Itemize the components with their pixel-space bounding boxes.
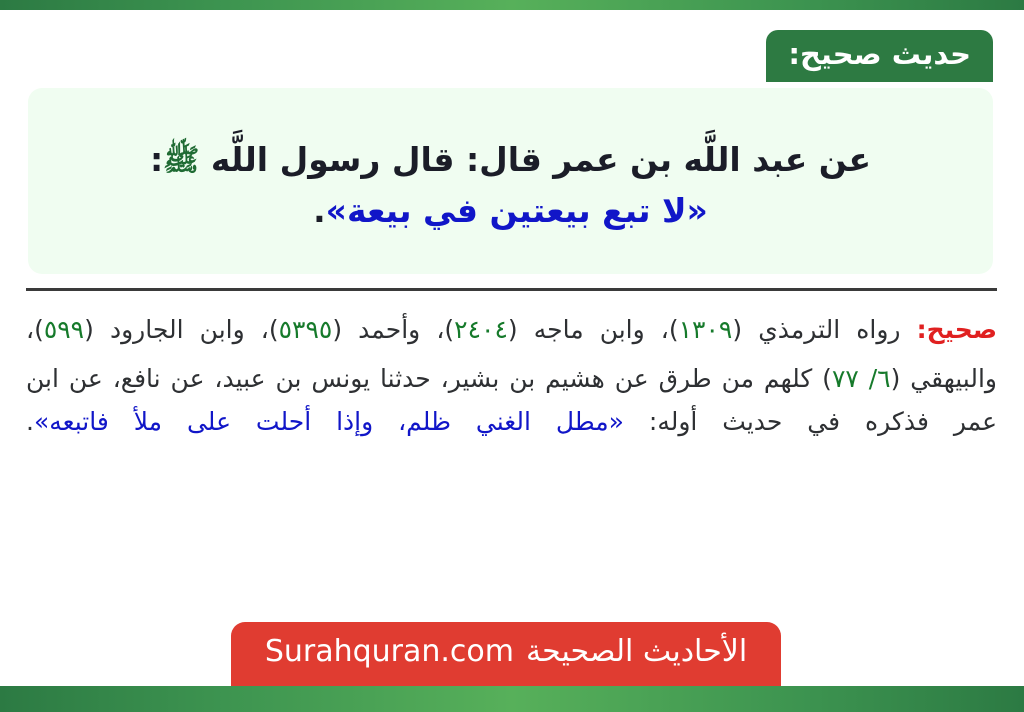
reference-number: ٥٩٩ (43, 315, 85, 344)
citation-text: ) كلهم من طرق عن هشيم بن بشير، حدثنا يون… (26, 364, 997, 436)
status-badge-label: حديث صحيح: (788, 36, 971, 71)
hadith-narrator-suffix: : (149, 139, 164, 179)
citation-text: )، وأحمد ( (332, 315, 455, 344)
hadith-narrator-line: عن عبد اللَّه بن عمر قال: قال رسول اللَّ… (150, 134, 871, 185)
citation-block: صحيح: رواه الترمذي (١٣٠٩)، وابن ماجه (٢٤… (26, 308, 997, 449)
hadith-quote-text: «لا تبع بيعتين في بيعة» (325, 191, 708, 230)
site-footer-badge[interactable]: الأحاديث الصحيحة Surahquran.com (231, 622, 781, 686)
grade-label: صحيح: (916, 315, 997, 344)
status-badge: حديث صحيح: (766, 30, 993, 82)
hadith-text-card: عن عبد اللَّه بن عمر قال: قال رسول اللَّ… (28, 88, 993, 274)
top-decorative-bar (0, 0, 1024, 10)
hadith-quote-line: «لا تبع بيعتين في بيعة». (313, 185, 708, 236)
citation-text: والبيهقي ( (890, 364, 997, 393)
citation-text: )، وابن الجارود ( (84, 315, 279, 344)
site-badge-site-name: Surahquran.com (264, 633, 514, 669)
hadith-quote-tail: . (313, 191, 326, 230)
citation-text: )، (26, 315, 44, 344)
citation-paragraph-1: صحيح: رواه الترمذي (١٣٠٩)، وابن ماجه (٢٤… (26, 308, 997, 351)
reference-number: ١٣٠٩ (678, 315, 733, 344)
reference-number: ٦/ ٧٧ (831, 364, 891, 393)
citation-text: رواه الترمذي ( (732, 315, 917, 344)
reference-number: ٥٣٩٥ (278, 315, 333, 344)
citation-text: )، وابن ماجه ( (507, 315, 679, 344)
hadith-narrator-prefix: عن عبد اللَّه بن عمر قال: قال رسول اللَّ… (199, 139, 872, 179)
inline-hadith-quote: «مطل الغني ظلم، وإذا أحلت على ملأ فاتبعه… (33, 407, 624, 436)
reference-number: ٢٤٠٤ (454, 315, 508, 344)
section-divider (26, 288, 997, 291)
citation-text: . (26, 407, 34, 436)
bottom-decorative-bar (0, 686, 1024, 712)
salla-allahu-alayhi-wasallam-icon: ﷺ (163, 143, 200, 179)
site-badge-arabic-label: الأحاديث الصحيحة (526, 633, 748, 669)
citation-paragraph-2: والبيهقي (٦/ ٧٧) كلهم من طرق عن هشيم بن … (26, 357, 997, 443)
